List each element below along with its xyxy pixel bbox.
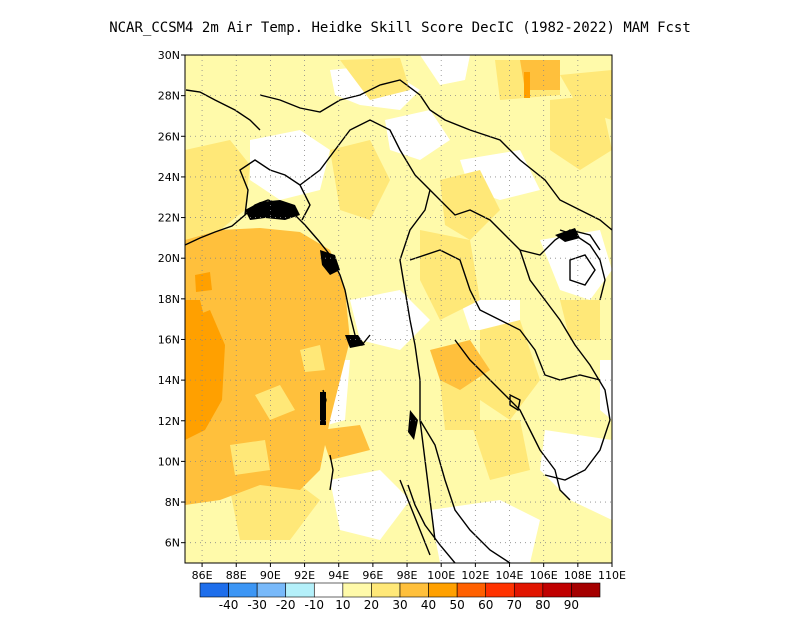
lat-tick-label: 20N (158, 252, 180, 265)
colorbar-swatch (428, 582, 458, 598)
delta-marks (245, 200, 580, 440)
colorbar-label: 40 (421, 598, 436, 612)
colorbar-swatch (342, 582, 372, 598)
lon-tick-label: 102E (461, 569, 489, 582)
lon-tick-label: 94E (328, 569, 349, 582)
lon-tick-label: 88E (226, 569, 247, 582)
lon-tick-label: 104E (496, 569, 524, 582)
colorbar-swatch (485, 582, 515, 598)
lat-tick-label: 26N (158, 130, 180, 143)
colorbar-label: -30 (247, 598, 267, 612)
colorbar-label: 20 (364, 598, 379, 612)
lat-tick-label: 30N (158, 49, 180, 62)
colorbar-label: 70 (507, 598, 522, 612)
lon-tick-label: 86E (192, 569, 213, 582)
lon-tick-label: 110E (598, 569, 626, 582)
lon-tick-label: 96E (362, 569, 383, 582)
lat-tick-label: 10N (158, 455, 180, 468)
lat-tick-label: 22N (158, 212, 180, 225)
lat-axis: 6N 8N 10N 12N 14N 16N 18N 20N 22N 24N 26N 28N 30N (158, 49, 185, 550)
lon-tick-label: 106E (530, 569, 558, 582)
colorbar-swatch (399, 582, 429, 598)
lat-tick-label: 12N (158, 415, 180, 428)
colorbar-swatch (199, 582, 229, 598)
lat-tick-label: 28N (158, 90, 180, 103)
shaded-field (185, 55, 612, 563)
colorbar-swatch (285, 582, 315, 598)
lat-tick-label: 6N (165, 537, 180, 550)
colorbar-swatch (513, 582, 544, 598)
lon-axis: 86E 88E 90E 92E 94E 96E 98E 100E 102E 104E 106E 108… (192, 563, 626, 582)
colorbar-swatch (542, 582, 572, 598)
colorbar-label: 10 (335, 598, 350, 612)
lon-tick-label: 90E (260, 569, 281, 582)
colorbar-swatch (313, 582, 344, 598)
colorbar-label: -40 (219, 598, 239, 612)
colorbar-label: -10 (304, 598, 324, 612)
colorbar-swatch (571, 582, 601, 598)
lat-tick-label: 14N (158, 374, 180, 387)
colorbar-label: -20 (276, 598, 296, 612)
colorbar-swatch (256, 582, 287, 598)
lat-tick-label: 24N (158, 171, 180, 184)
lat-tick-label: 8N (165, 496, 180, 509)
lon-tick-label: 108E (564, 569, 592, 582)
lon-tick-label: 92E (294, 569, 315, 582)
colorbar-label: 80 (535, 598, 550, 612)
colorbar-label: 50 (450, 598, 465, 612)
map-frame (184, 54, 613, 564)
colorbar-swatch (456, 582, 487, 598)
lon-tick-label: 100E (427, 569, 455, 582)
colorbar: -40 -30 -20 -10 10 20 30 40 50 60 70 80 90 (199, 582, 601, 612)
lat-tick-label: 18N (158, 293, 180, 306)
colorbar-label: 60 (478, 598, 493, 612)
lat-tick-label: 16N (158, 333, 180, 346)
map-title: NCAR_CCSM4 2m Air Temp. Heidke Skill Sco… (109, 20, 691, 36)
colorbar-swatch (228, 582, 258, 598)
lon-tick-label: 98E (397, 569, 418, 582)
colorbar-label: 30 (392, 598, 407, 612)
colorbar-swatch (371, 582, 401, 598)
colorbar-label: 90 (564, 598, 579, 612)
